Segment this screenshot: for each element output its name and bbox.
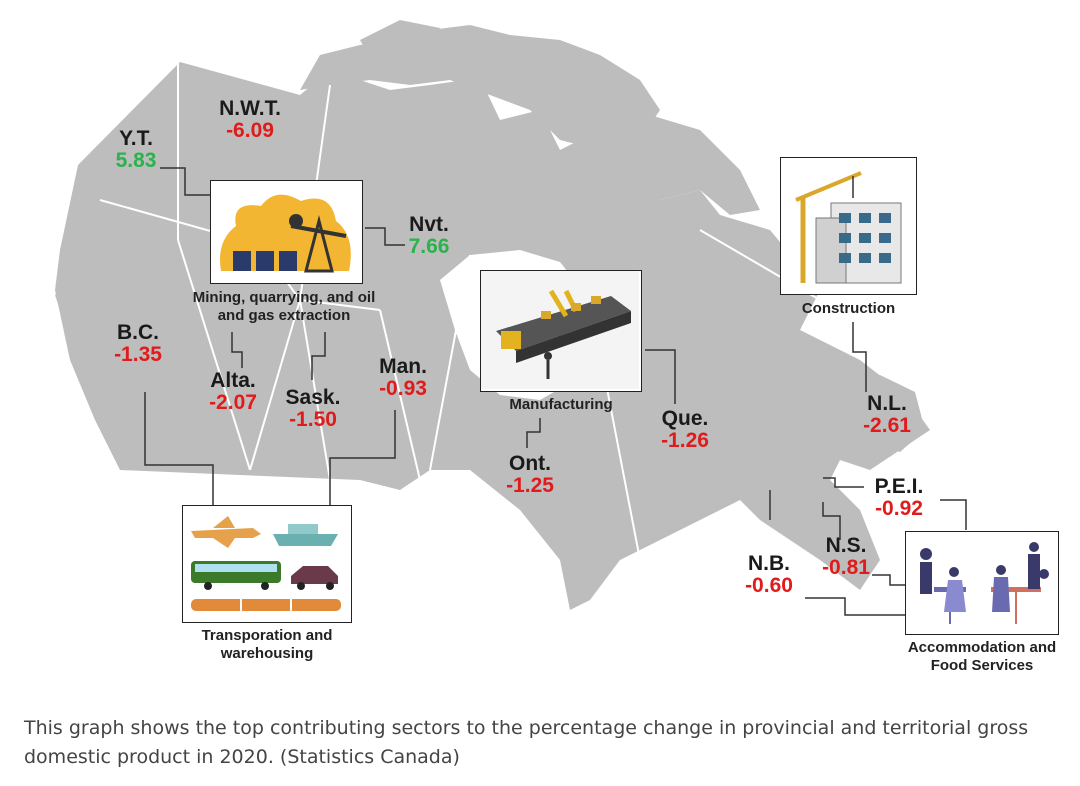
accommodation-image-box (905, 531, 1059, 635)
transportation-image-box (182, 505, 352, 623)
leader-alta (231, 332, 243, 368)
leader-pei (823, 477, 864, 488)
manufacturing-label: Manufacturing (509, 396, 613, 413)
label-nwt: N.W.T. -6.09 (205, 97, 295, 143)
label-que: Que. -1.26 (652, 407, 718, 453)
ont-abbr: Ont. (509, 452, 551, 475)
transportation-label: Transporation and warehousing (201, 627, 333, 662)
label-sask: Sask. -1.50 (280, 386, 346, 432)
alta-abbr: Alta. (210, 369, 256, 392)
accommodation-label: Accommodation and Food Services (907, 639, 1057, 674)
nvt-value: 7.66 (408, 235, 450, 259)
leader-ont (526, 418, 541, 448)
map-caption: This graph shows the top contributing se… (24, 717, 1029, 768)
ont-value: -1.25 (506, 474, 554, 498)
label-bc: B.C. -1.35 (105, 321, 171, 367)
nvt-abbr: Nvt. (409, 213, 449, 236)
bc-value: -1.35 (114, 343, 162, 367)
label-nb: N.B. -0.60 (736, 552, 802, 598)
leader-sask (311, 332, 326, 380)
leader-pei-accom (940, 499, 967, 530)
construction-image-box (780, 157, 917, 295)
leader-ns (822, 502, 841, 540)
newfoundland-island (845, 375, 925, 452)
que-abbr: Que. (661, 407, 709, 430)
provincial-borders (99, 63, 821, 561)
label-nvt: Nvt. 7.66 (398, 213, 460, 259)
label-nl: N.L. -2.61 (854, 392, 920, 438)
sask-abbr: Sask. (285, 386, 341, 409)
leader-ns-accom (872, 574, 905, 586)
vancouver-island (55, 285, 80, 340)
oil-pump-icon (220, 194, 351, 273)
nb-abbr: N.B. (748, 552, 790, 575)
leader-nvt (365, 227, 405, 246)
leader-construction (852, 322, 867, 392)
pei-abbr: P.E.I. (874, 475, 924, 498)
yt-abbr: Y.T. (119, 127, 153, 150)
leader-bc (144, 392, 214, 505)
label-man: Man. -0.93 (370, 355, 436, 401)
yt-value: 5.83 (115, 149, 157, 173)
leader-yt (160, 167, 212, 196)
label-ont: Ont. -1.25 (497, 452, 563, 498)
man-value: -0.93 (379, 377, 427, 401)
label-alta: Alta. -2.07 (200, 369, 266, 415)
leader-manufacturing (645, 349, 676, 404)
assembly-line-icon (481, 271, 639, 389)
label-pei: P.E.I. -0.92 (862, 475, 936, 521)
nwt-value: -6.09 (226, 119, 274, 143)
ns-value: -0.81 (822, 556, 870, 580)
leader-lines (144, 167, 967, 616)
vehicles-icon (191, 516, 341, 611)
nl-value: -2.61 (863, 414, 911, 438)
sask-value: -1.50 (289, 408, 337, 432)
mining-image-box (210, 180, 363, 284)
building-crane-icon (795, 171, 902, 284)
nl-abbr: N.L. (867, 392, 907, 415)
pei-value: -0.92 (875, 497, 923, 521)
construction-label: Construction (801, 300, 896, 317)
man-abbr: Man. (379, 355, 427, 378)
leader-man (329, 410, 396, 505)
ns-abbr: N.S. (825, 534, 867, 557)
canada-gdp-map: Y.T. 5.83 N.W.T. -6.09 Nvt. 7.66 B.C. -1… (55, 20, 1059, 674)
nwt-abbr: N.W.T. (219, 97, 281, 120)
baffin-island (600, 115, 760, 215)
label-ns: N.S. -0.81 (813, 534, 879, 580)
que-value: -1.26 (661, 429, 709, 453)
label-yt: Y.T. 5.83 (108, 127, 164, 173)
bc-abbr: B.C. (117, 321, 159, 344)
alta-value: -2.07 (209, 391, 257, 415)
leader-nb-accom (805, 597, 905, 616)
ellesmere-island (360, 20, 440, 60)
nb-value: -0.60 (745, 574, 793, 598)
mining-label: Mining, quarrying, and oil and gas extra… (192, 289, 376, 324)
restaurant-diners-icon (920, 542, 1049, 624)
manufacturing-image-box (480, 270, 642, 392)
